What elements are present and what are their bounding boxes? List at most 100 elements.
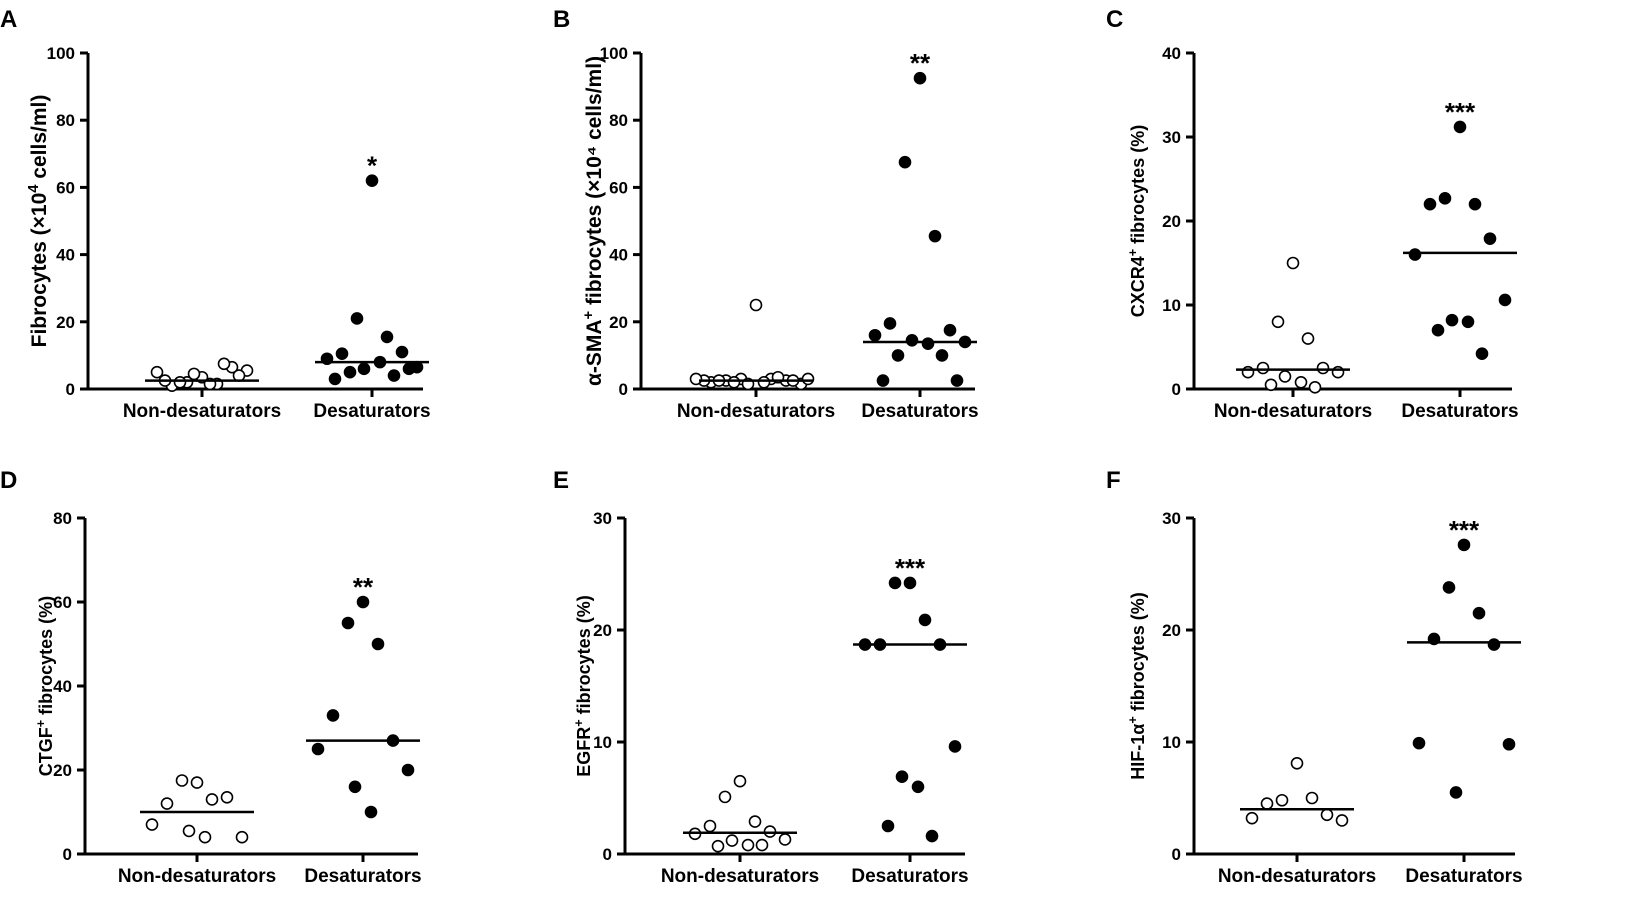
panel-f-non-desaturator-point xyxy=(1305,791,1319,805)
panel-f-letter: F xyxy=(1106,467,1121,494)
panel-a-category-label: Desaturators xyxy=(313,401,430,422)
panel-e: E 0 10 20 30 Non-desaturators Desaturators EGFR… xyxy=(553,467,969,887)
panel-b-significance: ** xyxy=(910,48,931,78)
panel-a-ytick-label: 20 xyxy=(56,313,75,332)
panel-e-non-desaturator-point xyxy=(725,834,739,847)
panel-e-desaturator-point xyxy=(918,613,932,627)
panel-b-letter: B xyxy=(553,6,570,33)
panel-d-letter: D xyxy=(0,467,17,494)
panel-c-desaturator-point xyxy=(1468,197,1482,211)
panel-c-non-desaturator-point xyxy=(1271,315,1285,329)
panel-a-non-desaturator-point xyxy=(217,357,231,371)
panel-e-category-label: Desaturators xyxy=(851,866,968,887)
panel-d-desaturator-point xyxy=(401,763,415,777)
panel-c-desaturator-point xyxy=(1453,120,1467,134)
panel-b-desaturator-point xyxy=(913,71,927,85)
panel-f-non-desaturator-point xyxy=(1260,797,1274,810)
panel-f-desaturator-point xyxy=(1487,638,1501,651)
panel-d-desaturator-point xyxy=(371,637,385,651)
panel-b-desaturator-point xyxy=(943,323,957,337)
panel-c: C 0 10 20 30 40 Non-desaturators Desaturators CX… xyxy=(1106,6,1519,422)
panel-c-ytick-label: 10 xyxy=(1162,296,1181,315)
panel-a-category-label: Non-desaturators xyxy=(123,401,281,422)
panel-e-category-label: Non-desaturators xyxy=(661,866,819,887)
panel-d-ytick-label: 20 xyxy=(53,761,72,780)
panel-f-desaturator-point xyxy=(1449,786,1463,799)
panel-c-non-desaturator-point xyxy=(1316,361,1330,375)
panel-a-y-axis-label: Fibrocytes (×104 cells/ml) xyxy=(26,95,51,348)
panel-d-ytick-label: 80 xyxy=(53,509,72,528)
panel-c-desaturator-point xyxy=(1483,232,1497,245)
panel-c-desaturator-point xyxy=(1423,197,1437,211)
panel-d-non-desaturator-point xyxy=(190,776,204,789)
panel-a-ytick-label: 40 xyxy=(56,246,75,265)
panel-a-ytick-label: 60 xyxy=(56,178,75,197)
panel-d-desaturator-point xyxy=(364,805,378,819)
panel-b-non-desaturator-point xyxy=(757,375,771,389)
panel-f-ytick-label: 10 xyxy=(1162,733,1181,752)
panel-e-desaturator-point xyxy=(911,780,925,794)
panel-e-desaturator-point xyxy=(925,829,939,843)
panel-b-desaturator-point xyxy=(876,374,890,387)
panel-b-non-desaturator-point xyxy=(689,372,703,386)
panel-d-desaturator-point xyxy=(348,780,362,794)
panel-a: A 0 20 40 60 80 100 Non-desaturators Desaturator… xyxy=(0,6,431,422)
panel-a-desaturator-point xyxy=(402,362,416,376)
panel-d-significance: ** xyxy=(353,572,374,602)
panel-e-non-desaturator-point xyxy=(703,819,717,833)
panel-f-ytick-label: 20 xyxy=(1162,621,1181,640)
panel-f-non-desaturator-point xyxy=(1290,756,1304,770)
panel-a-desaturator-point xyxy=(380,330,394,344)
panel-b-category-label: Non-desaturators xyxy=(677,401,835,422)
panel-f-desaturator-point xyxy=(1502,737,1516,751)
panel-f-desaturator-point xyxy=(1442,581,1456,594)
panel-c-desaturator-point xyxy=(1445,313,1459,327)
panel-b-desaturator-point xyxy=(928,229,942,243)
panel-c-ytick-label: 30 xyxy=(1162,128,1181,147)
panel-f-significance: *** xyxy=(1449,515,1480,545)
panel-f-ytick-label: 0 xyxy=(1172,845,1181,864)
panel-a-ytick-label: 0 xyxy=(66,380,75,399)
panel-d-non-desaturator-point xyxy=(145,818,159,831)
panel-a-ytick-label: 80 xyxy=(56,111,75,130)
panel-c-desaturator-point xyxy=(1438,192,1452,205)
panel-a-desaturator-point xyxy=(350,312,364,325)
panel-d-desaturator-point xyxy=(341,616,355,630)
panel-c-significance: *** xyxy=(1445,97,1476,127)
panel-b-desaturator-point xyxy=(883,317,897,330)
panel-a-desaturator-point xyxy=(357,362,371,376)
panel-d-y-axis-label: CTGF+ fibrocytes (%) xyxy=(34,596,56,776)
panel-c-non-desaturator-point xyxy=(1241,365,1255,379)
panel-a-ytick-label: 100 xyxy=(47,44,75,63)
panel-d-non-desaturator-point xyxy=(175,774,189,787)
panel-e-significance: *** xyxy=(895,553,926,583)
panel-b: B 0 20 40 60 80 100 Non-desaturators Desaturator… xyxy=(553,6,979,422)
panel-a-desaturator-point xyxy=(387,369,401,382)
panel-c-non-desaturator-point xyxy=(1286,256,1300,270)
panel-b-desaturator-point xyxy=(905,333,919,347)
panel-e-y-axis-label: EGFR+ fibrocytes (%) xyxy=(572,595,594,776)
panel-c-non-desaturator-point xyxy=(1331,365,1345,379)
panel-c-ytick-label: 20 xyxy=(1162,212,1181,231)
panel-a-desaturator-point xyxy=(395,345,409,359)
panel-c-y-axis-label: CXCR4+ fibrocytes (%) xyxy=(1126,125,1148,317)
panel-b-desaturator-point xyxy=(868,328,882,342)
panel-b-non-desaturator-point xyxy=(801,372,815,386)
panel-f-desaturator-point xyxy=(1457,538,1471,552)
panel-c-desaturator-point xyxy=(1461,315,1475,329)
panel-d-desaturator-point xyxy=(311,742,325,756)
panel-d-non-desaturator-point xyxy=(160,797,174,810)
panel-d-desaturator-point xyxy=(326,709,340,722)
panel-d-category-label: Non-desaturators xyxy=(118,866,276,887)
panel-f-y-axis-label: HIF-1α+ fibrocytes (%) xyxy=(1126,592,1148,779)
panel-e-non-desaturator-point xyxy=(718,790,732,804)
panel-b-ytick-label: 80 xyxy=(609,111,628,130)
panel-a-non-desaturator-point xyxy=(187,367,201,381)
panel-d-ytick-label: 0 xyxy=(63,845,72,864)
panel-d-non-desaturator-point xyxy=(220,790,234,804)
panel-d-ytick-label: 40 xyxy=(53,677,72,696)
panel-d-ytick-label: 60 xyxy=(53,593,72,612)
panel-a-non-desaturator-point xyxy=(150,365,164,379)
panel-a-desaturator-point xyxy=(343,365,357,379)
panel-c-letter: C xyxy=(1106,6,1123,33)
